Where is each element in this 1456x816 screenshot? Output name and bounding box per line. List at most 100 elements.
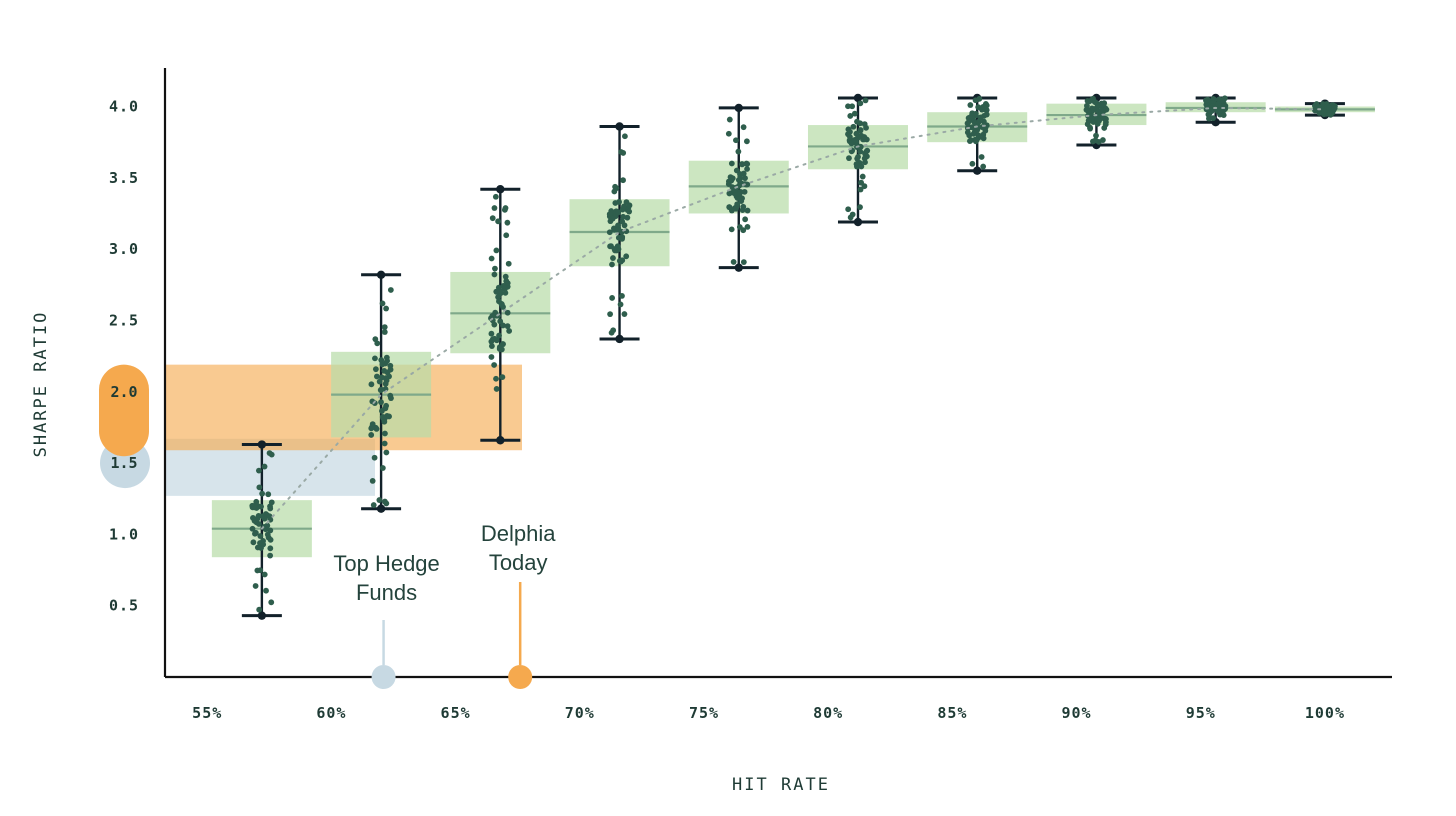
data-point: [733, 167, 740, 174]
data-point: [261, 515, 268, 522]
data-point: [626, 208, 633, 215]
data-point: [861, 134, 868, 140]
y-tick-label: 4.0: [109, 98, 139, 116]
data-point: [1097, 107, 1104, 114]
data-point: [1101, 125, 1108, 131]
data-point: [847, 128, 853, 135]
y-tick-label: 0.5: [109, 597, 139, 615]
data-point: [506, 328, 513, 334]
data-point: [257, 567, 264, 574]
whisker-end-bottom: [734, 263, 743, 272]
data-point: [488, 330, 495, 337]
data-point: [1217, 107, 1224, 114]
data-point: [861, 183, 868, 190]
y-marker-pill: [99, 364, 149, 457]
data-point: [980, 135, 987, 142]
data-point: [381, 367, 388, 374]
data-point: [733, 137, 739, 144]
data-point: [1090, 138, 1096, 145]
y-marker-label: 2.0: [110, 383, 137, 401]
data-point: [1312, 102, 1318, 109]
data-point: [610, 327, 617, 334]
data-point: [849, 211, 856, 218]
data-point: [382, 430, 388, 437]
data-point: [859, 173, 866, 180]
data-point: [502, 273, 509, 280]
data-point: [740, 124, 747, 131]
data-point: [857, 204, 863, 211]
data-point: [978, 154, 985, 160]
data-point: [267, 552, 274, 559]
data-point: [1206, 115, 1212, 122]
data-point: [377, 387, 384, 393]
reference-marker-delphia: 2.0 Delphia Today: [99, 364, 556, 689]
data-point: [381, 440, 388, 447]
data-point: [498, 301, 505, 308]
data-point: [1207, 107, 1214, 114]
data-point: [491, 335, 498, 342]
data-point: [264, 522, 271, 529]
x-marker-dot: [508, 665, 533, 689]
data-point: [504, 219, 511, 226]
data-point: [726, 190, 733, 197]
data-point: [610, 255, 616, 261]
y-tick-label: 3.5: [109, 169, 139, 187]
data-point: [505, 260, 512, 267]
data-point: [257, 533, 264, 539]
data-point: [381, 324, 388, 330]
x-tick-label: 100%: [1305, 704, 1345, 722]
data-point: [1220, 112, 1227, 119]
data-point: [249, 525, 256, 532]
box-group-2: [450, 185, 551, 445]
data-point: [492, 193, 499, 200]
data-point: [861, 155, 868, 162]
data-point: [491, 362, 498, 368]
data-point: [742, 216, 749, 223]
box-plots: [211, 93, 1375, 620]
data-point: [493, 386, 500, 392]
annotation-label: Funds: [356, 580, 417, 605]
data-point: [976, 118, 982, 125]
data-point: [849, 103, 856, 110]
whisker-end-top: [615, 122, 624, 131]
data-point: [504, 309, 511, 316]
x-tick-label: 70%: [565, 704, 595, 722]
data-point: [736, 191, 743, 197]
data-point: [256, 484, 263, 491]
data-point: [263, 587, 269, 594]
y-tick-labels: 0.5 1.0 1.5 2.0 2.5 3.0 3.5 4.0: [109, 98, 139, 615]
data-point: [966, 138, 973, 145]
data-point: [1204, 96, 1211, 103]
data-point: [251, 517, 258, 524]
y-tick-label: 3.0: [109, 240, 139, 258]
data-point: [857, 148, 864, 155]
whisker-end-top: [853, 93, 863, 103]
data-point: [379, 361, 386, 368]
data-point: [726, 204, 733, 211]
data-point: [616, 199, 622, 205]
data-point: [975, 104, 982, 111]
data-point: [500, 341, 506, 348]
data-point: [854, 118, 860, 125]
data-point: [493, 375, 499, 382]
data-point: [381, 329, 388, 335]
box-group-6: [927, 93, 1028, 175]
data-point: [606, 211, 613, 218]
box-group-1: [331, 270, 432, 513]
data-point: [379, 300, 386, 307]
data-point: [376, 497, 383, 503]
box-group-0: [211, 440, 312, 620]
box-group-7: [1046, 93, 1147, 150]
data-point: [968, 124, 975, 131]
data-point: [1103, 116, 1109, 122]
data-point: [739, 207, 746, 213]
x-tick-label: 75%: [689, 704, 719, 722]
data-point: [728, 160, 735, 167]
data-point: [500, 322, 506, 329]
whisker-end-bottom: [853, 217, 863, 227]
data-point: [499, 374, 506, 380]
data-point: [850, 123, 857, 130]
data-point: [488, 255, 495, 262]
whisker-end-top: [257, 440, 267, 449]
data-point: [975, 132, 982, 139]
